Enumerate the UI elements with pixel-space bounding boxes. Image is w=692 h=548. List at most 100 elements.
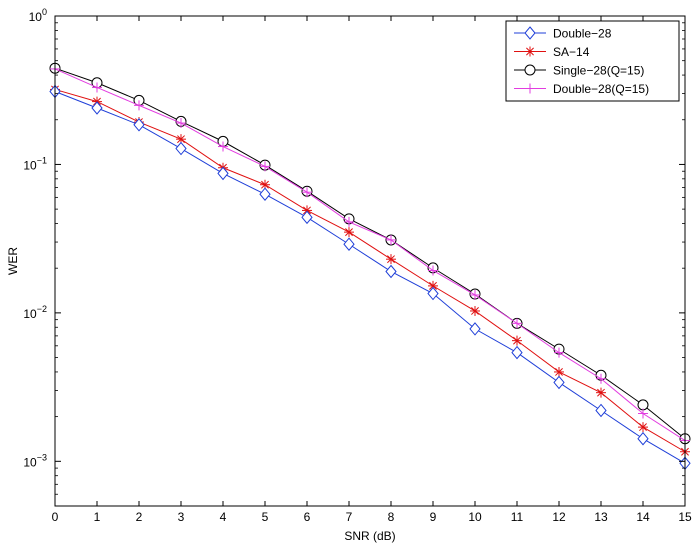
diamond-marker <box>217 166 229 181</box>
series-layer <box>49 62 691 471</box>
diamond-marker <box>91 101 103 115</box>
data-point <box>512 335 522 346</box>
diamond-marker <box>259 187 271 202</box>
asterisk-marker-d2 <box>303 206 311 215</box>
axes-frame <box>54 15 686 507</box>
diamond-marker <box>385 264 397 279</box>
diamond-marker <box>595 403 607 418</box>
diamond-marker <box>469 322 481 336</box>
data-point <box>259 187 271 202</box>
data-point <box>554 347 564 358</box>
x-tick-label: 4 <box>220 510 227 524</box>
legend-box <box>505 20 680 102</box>
data-point <box>637 431 649 446</box>
x-tick-label: 14 <box>636 510 650 524</box>
x-tick-label: 10 <box>468 510 482 524</box>
asterisk-marker-d2 <box>387 255 395 264</box>
legend-label: Double−28 <box>553 27 612 41</box>
data-point <box>469 322 481 336</box>
data-point <box>344 227 354 238</box>
x-tick-label: 9 <box>430 510 437 524</box>
y-tick-label: 10−3 <box>23 452 47 469</box>
asterisk-marker-d2 <box>555 367 563 376</box>
x-tick-label: 0 <box>52 510 59 524</box>
data-point <box>302 187 312 198</box>
x-axis: 0 1 2 3 4 5 6 7 8 9 10 11 12 13 14 15 <box>52 16 692 524</box>
data-point <box>92 82 102 93</box>
legend-marker <box>524 26 536 40</box>
data-point <box>343 237 355 252</box>
x-tick-label: 12 <box>552 510 566 524</box>
data-point <box>260 161 270 172</box>
diamond-marker <box>511 345 523 360</box>
data-point <box>512 318 522 329</box>
data-point <box>595 403 607 418</box>
circle-marker <box>524 64 536 76</box>
diamond-marker <box>427 286 439 301</box>
circle-marker <box>637 399 649 411</box>
data-point <box>428 265 438 276</box>
data-point <box>553 375 565 390</box>
x-tick-label: 8 <box>388 510 395 524</box>
x-tick-label: 11 <box>511 510 524 524</box>
data-point <box>301 210 313 225</box>
legend-label: Double−28(Q=15) <box>553 82 649 96</box>
x-tick-label: 15 <box>678 510 692 524</box>
y-tick-label: 10−1 <box>23 155 47 172</box>
data-point <box>218 141 228 152</box>
data-point <box>176 118 186 129</box>
asterisk-marker-d2 <box>526 47 534 56</box>
asterisk-marker-d2 <box>597 388 605 397</box>
data-point <box>638 408 648 419</box>
data-point <box>260 179 270 190</box>
legend-marker <box>524 64 536 76</box>
diamond-marker <box>133 117 145 132</box>
x-tick-label: 2 <box>136 510 143 524</box>
y-tick-label: 10−2 <box>23 304 47 321</box>
legend-entry: Double−28(Q=15) <box>514 82 649 96</box>
y-axis: 100 10−1 10−2 10−3 <box>23 7 685 507</box>
asterisk-marker-d2 <box>177 135 185 144</box>
data-point <box>217 166 229 181</box>
asterisk-marker-d2 <box>345 228 353 237</box>
data-point <box>637 399 649 411</box>
series-0 <box>49 84 691 471</box>
diamond-marker <box>175 141 187 156</box>
series-line <box>54 67 686 440</box>
x-tick-label: 13 <box>594 510 608 524</box>
data-point <box>596 373 606 384</box>
x-tick-label: 3 <box>178 510 185 524</box>
data-point <box>470 289 480 300</box>
series-line <box>54 91 686 464</box>
diamond-marker <box>301 210 313 225</box>
data-point <box>344 216 354 227</box>
legend-entry: Single−28(Q=15) <box>514 64 644 78</box>
x-tick-label: 6 <box>304 510 311 524</box>
asterisk-marker-d2 <box>639 423 647 432</box>
x-tick-label: 5 <box>262 510 269 524</box>
data-point <box>638 422 648 433</box>
data-point <box>386 234 396 245</box>
data-point <box>91 101 103 115</box>
data-point <box>385 264 397 279</box>
diamond-marker <box>524 26 536 40</box>
legend-entry: SA−14 <box>514 45 590 59</box>
y-tick-label: 100 <box>29 7 47 24</box>
diamond-marker <box>553 375 565 390</box>
asterisk-marker-d2 <box>471 307 479 315</box>
legend-marker <box>525 46 535 57</box>
x-tick-label: 7 <box>346 510 353 524</box>
data-point <box>470 305 480 316</box>
series-line <box>54 68 686 441</box>
x-axis-label: SNR (dB) <box>344 529 395 543</box>
asterisk-marker-d2 <box>429 281 437 290</box>
x-tick-label: 1 <box>94 510 101 524</box>
y-axis-label: WER <box>6 247 20 275</box>
asterisk-marker-d2 <box>261 180 269 189</box>
series-line <box>54 88 686 453</box>
legend-marker <box>525 83 535 94</box>
data-point <box>554 366 564 377</box>
data-point <box>511 345 523 360</box>
legend-label: Single−28(Q=15) <box>553 64 644 78</box>
